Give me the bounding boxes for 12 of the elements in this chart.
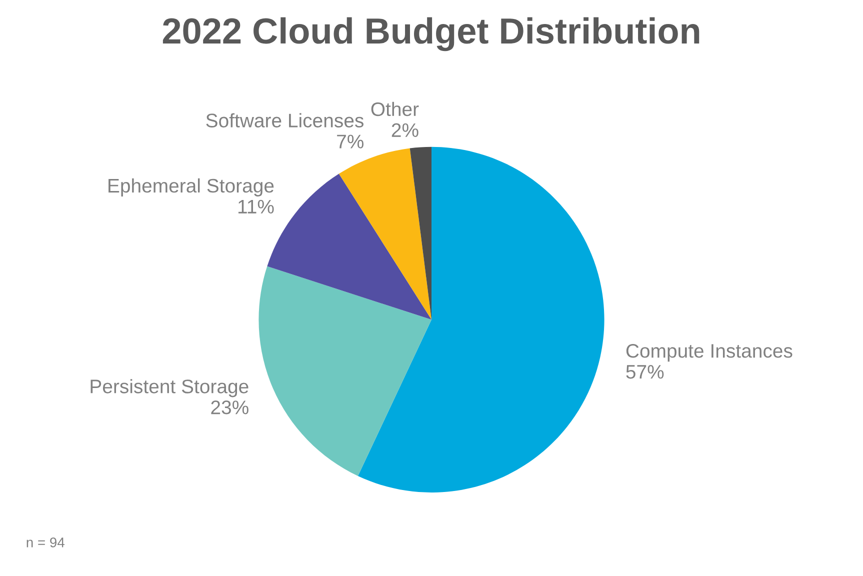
data-label: 7% [337, 134, 364, 148]
slice-label: Ephemeral Storage [108, 178, 274, 196]
data-label: 23% [211, 400, 248, 414]
slice-label: Persistent Storage [90, 379, 248, 398]
data-label: 57% [626, 365, 664, 379]
text: n = 94 [26, 538, 64, 548]
slice-label: Compute Instances [626, 344, 792, 362]
data-label: 11% [238, 200, 274, 214]
data-label: 2% [392, 123, 418, 137]
slice-label: Software Licenses [206, 113, 364, 128]
slice-label: Other [371, 102, 419, 116]
chart-title: 2022 Cloud Budget Distribution [162, 17, 700, 52]
